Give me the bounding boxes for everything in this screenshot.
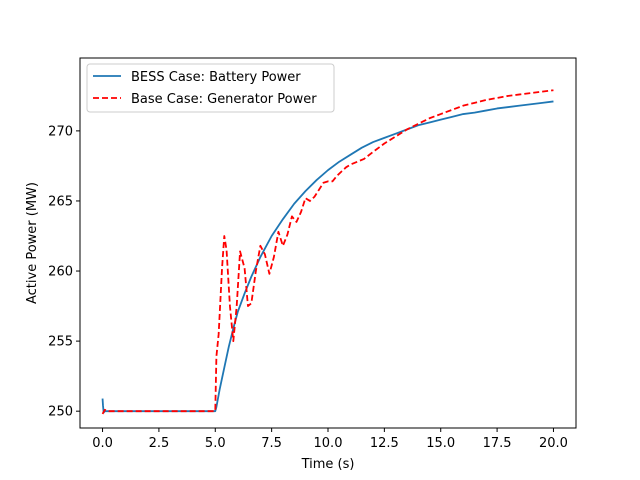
x-tick-label: 10.0	[314, 436, 343, 451]
y-tick-label: 250	[48, 405, 73, 420]
x-tick-label: 0.0	[92, 436, 113, 451]
legend: BESS Case: Battery Power Base Case: Gene…	[86, 63, 335, 113]
series-layer	[101, 89, 554, 415]
x-tick-label: 7.5	[261, 436, 282, 451]
y-tick-label: 265	[48, 194, 73, 209]
plot-area	[80, 58, 576, 428]
y-axis-label: Active Power (MW)	[25, 182, 40, 304]
x-tick-label: 20.0	[539, 436, 568, 451]
x-axis-label: Time (s)	[301, 457, 355, 472]
x-tick-label: 5.0	[205, 436, 226, 451]
y-tick-label: 270	[48, 124, 73, 139]
x-tick-label: 2.5	[149, 436, 170, 451]
x-axis-ticks: 0.0 2.5 5.0 7.5 10.0 12.5 15.0 17.5 20.0	[92, 428, 568, 451]
x-tick-label: 15.0	[426, 436, 455, 451]
x-tick-label: 12.5	[370, 436, 399, 451]
legend-label-generator: Base Case: Generator Power	[131, 92, 317, 107]
legend-box	[86, 63, 335, 113]
legend-label-battery: BESS Case: Battery Power	[131, 70, 301, 85]
series-line-0	[101, 100, 554, 414]
y-axis-ticks: 250 255 260 265 270	[48, 124, 80, 420]
series-line-1	[101, 89, 554, 415]
y-tick-label: 260	[48, 265, 73, 280]
y-tick-label: 255	[48, 335, 73, 350]
x-tick-label: 17.5	[483, 436, 512, 451]
